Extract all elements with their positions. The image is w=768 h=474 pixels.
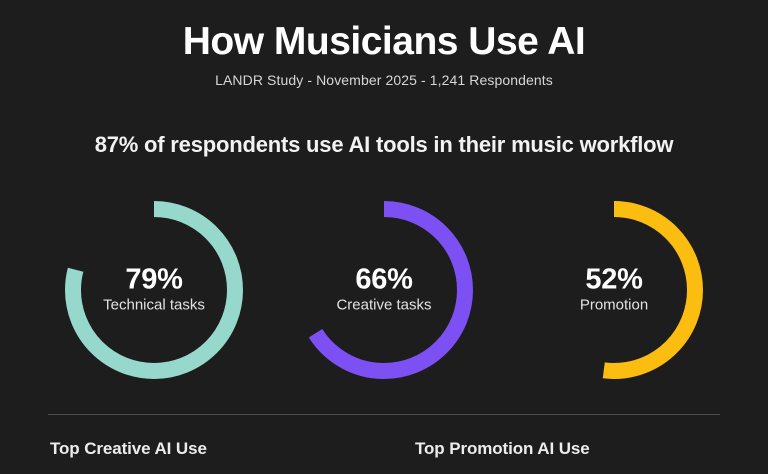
donut-chart-creative-tasks: 66% Creative tasks: [294, 200, 474, 380]
donut-percentage: 66%: [355, 263, 413, 296]
donut-ring-svg: [525, 201, 703, 379]
top-creative-ai-use-header: Top Creative AI Use: [50, 439, 207, 458]
donut-percentage: 52%: [585, 263, 643, 296]
donut-ring-svg: [65, 201, 243, 379]
donut-center-text: 79% Technical tasks: [79, 263, 229, 314]
donut-charts-row: 79% Technical tasks 66% Creative tasks 5…: [0, 200, 768, 380]
donut-center-text: 66% Creative tasks: [309, 263, 459, 314]
donut-label: Promotion: [579, 296, 649, 314]
top-promotion-ai-use-header: Top Promotion AI Use: [415, 439, 590, 458]
bottom-section-headers: Top Creative AI Use Top Promotion AI Use: [0, 439, 768, 459]
donut-label: Creative tasks: [336, 296, 432, 314]
donut-chart-promotion: 52% Promotion: [524, 200, 704, 380]
headline-stat: 87% of respondents use AI tools in their…: [94, 132, 674, 157]
donut-percentage: 79%: [125, 263, 183, 296]
page-title: How Musicians Use AI: [182, 20, 586, 63]
donut-center-text: 52% Promotion: [539, 263, 689, 314]
donut-chart-technical-tasks: 79% Technical tasks: [64, 200, 244, 380]
section-divider: [48, 414, 720, 415]
page-subtitle: LANDR Study - November 2025 - 1,241 Resp…: [215, 72, 553, 88]
donut-label: Technical tasks: [103, 296, 205, 314]
donut-ring-svg: [295, 201, 473, 379]
